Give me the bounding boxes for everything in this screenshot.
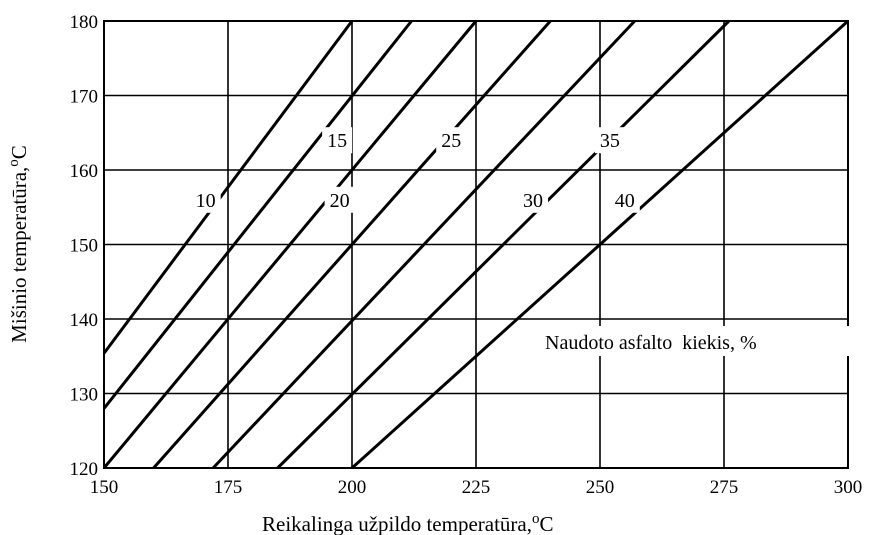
series-line-25 <box>152 20 552 469</box>
series-label-bg-10 <box>190 186 221 213</box>
series-label-bg-30 <box>518 186 549 213</box>
series-label-bg-40 <box>609 186 640 213</box>
series-line-30 <box>212 19 636 470</box>
degree-superscript: o <box>6 159 22 167</box>
x-tick-label: 300 <box>834 477 863 498</box>
y-tick-labels: 120 130 140 150 160 170 180 <box>70 12 99 480</box>
y-axis-title: Mišinio temperatūra,oC <box>6 145 31 343</box>
y-axis-title-text: Mišinio temperatūra, <box>7 167 31 343</box>
series-label-15: 15 <box>327 130 347 152</box>
x-axis-unit: oC <box>532 511 554 535</box>
annotation-background <box>540 326 854 356</box>
y-tick-label: 160 <box>70 161 99 182</box>
x-tick-label: 275 <box>710 477 739 498</box>
x-tick-label: 250 <box>586 477 615 498</box>
y-tick-label: 130 <box>70 385 99 406</box>
degree-superscript: o <box>532 511 540 527</box>
y-tick-label: 170 <box>70 87 99 108</box>
x-axis-title: Reikalinga užpildo temperatūra,oC <box>262 511 554 535</box>
series-line-40 <box>350 19 850 470</box>
y-tick-label: 120 <box>70 459 99 480</box>
series-label-20: 20 <box>330 190 350 212</box>
series-label-30: 30 <box>523 190 543 212</box>
unit-letter: C <box>7 145 31 159</box>
x-axis-title-text: Reikalinga užpildo temperatūra, <box>262 512 532 535</box>
series-line-10 <box>102 20 354 355</box>
x-tick-label: 200 <box>338 477 367 498</box>
annotation-text: Naudoto asfalto kiekis, % <box>545 332 757 354</box>
y-tick-label: 180 <box>70 12 99 33</box>
series-labels: 10 15 20 25 30 35 40 <box>190 127 640 213</box>
plot-frame <box>103 20 849 469</box>
grid <box>104 21 848 468</box>
series-label-25: 25 <box>441 130 461 152</box>
series-label-bg-15 <box>322 127 353 154</box>
y-tick-label: 150 <box>70 236 99 257</box>
series-label-40: 40 <box>615 190 635 212</box>
series-label-bg-35 <box>594 127 625 154</box>
x-tick-label: 225 <box>462 477 491 498</box>
unit-letter: C <box>540 512 554 535</box>
series-label-10: 10 <box>196 190 216 212</box>
series-lines <box>102 19 850 470</box>
x-tick-labels: 150 175 200 225 250 275 300 <box>90 477 863 498</box>
x-tick-label: 175 <box>214 477 243 498</box>
y-tick-label: 140 <box>70 310 99 331</box>
annotation-group: Naudoto asfalto kiekis, % <box>540 326 854 356</box>
series-line-20 <box>102 20 478 469</box>
series-line-15 <box>102 20 413 410</box>
x-tick-label: 150 <box>90 477 119 498</box>
series-line-35 <box>276 19 731 470</box>
series-label-bg-25 <box>436 127 467 154</box>
y-axis-unit: oC <box>6 145 31 167</box>
series-label-bg-20 <box>324 186 355 213</box>
series-label-35: 35 <box>600 130 620 152</box>
